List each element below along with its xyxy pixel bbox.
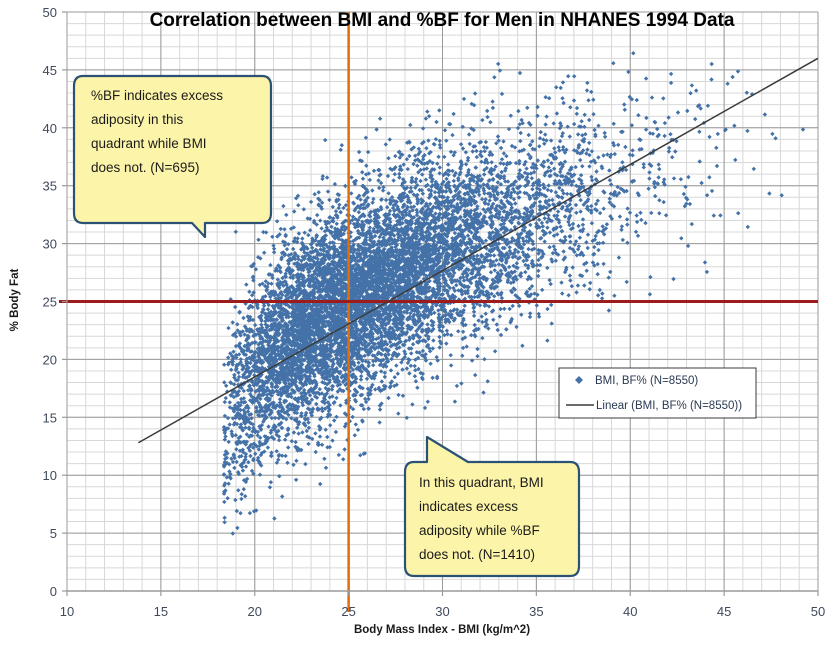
- legend-label-trendline: Linear (BMI, BF% (N=8550)): [596, 400, 742, 412]
- x-tick-label: 30: [435, 604, 449, 619]
- callout1-line-4: does not. (N=695): [91, 160, 199, 175]
- y-tick-label: 40: [43, 121, 57, 136]
- x-tick-label: 20: [248, 604, 262, 619]
- reference-lines-layer: [59, 12, 818, 612]
- callout2-line-1: In this quadrant, BMI: [419, 475, 544, 490]
- y-tick-label: 30: [43, 237, 57, 252]
- callout1-line-1: %BF indicates excess: [91, 88, 223, 103]
- upper-left-quadrant-callout[interactable]: %BF indicates excess adiposity in this q…: [72, 74, 273, 239]
- y-tick-label: 15: [43, 410, 57, 425]
- x-tick-label: 35: [529, 604, 543, 619]
- x-tick-label: 10: [60, 604, 74, 619]
- x-tick-label: 15: [154, 604, 168, 619]
- axes-layer: [62, 11, 819, 596]
- x-axis-title: Body Mass Index - BMI (kg/m^2): [354, 624, 530, 636]
- legend-entry-scatter[interactable]: BMI, BF% (N=8550): [575, 375, 698, 387]
- callout2-line-3: adiposity while %BF: [419, 523, 540, 538]
- y-tick-label: 10: [43, 468, 57, 483]
- data-points-layer: [221, 51, 806, 536]
- callout1-line-2: adiposity in this: [91, 112, 184, 127]
- y-tick-label: 35: [43, 179, 57, 194]
- callout2-line-4: does not. (N=1410): [419, 547, 535, 562]
- x-tick-label: 25: [341, 604, 355, 619]
- y-tick-label: 5: [50, 526, 57, 541]
- y-tick-label: 50: [43, 5, 57, 20]
- trendline: [137, 57, 819, 444]
- trendline-layer: [137, 57, 819, 444]
- diamond-marker-icon: [575, 376, 583, 384]
- legend-label-scatter: BMI, BF% (N=8550): [595, 375, 698, 387]
- callout-bubble-shape: [403, 435, 581, 578]
- callout2-line-2: indicates excess: [419, 499, 518, 514]
- chart-title: Correlation between BMI and %BF for Men …: [150, 10, 735, 31]
- y-tick-label: 45: [43, 63, 57, 78]
- x-tick-label: 40: [623, 604, 637, 619]
- x-tick-label: 50: [811, 604, 825, 619]
- legend-box: [558, 367, 757, 419]
- legend-entry-trendline[interactable]: Linear (BMI, BF% (N=8550)): [566, 400, 742, 412]
- callout-bubble-shape: [72, 74, 273, 239]
- lower-right-quadrant-callout[interactable]: In this quadrant, BMI indicates excess a…: [403, 435, 581, 578]
- y-tick-label: 20: [43, 352, 57, 367]
- y-tick-label: 25: [43, 295, 57, 310]
- y-axis-title: % Body Fat: [9, 269, 21, 332]
- legend[interactable]: BMI, BF% (N=8550) Linear (BMI, BF% (N=85…: [558, 367, 757, 419]
- y-tick-label: 0: [50, 584, 57, 599]
- x-tick-label: 45: [717, 604, 731, 619]
- tick-labels-layer: 10 15 20 25 30 35 40 45 50 0 5 10 15 20 25 30 35 40 45 50: [43, 5, 825, 619]
- callout1-line-3: quadrant while BMI: [91, 136, 207, 151]
